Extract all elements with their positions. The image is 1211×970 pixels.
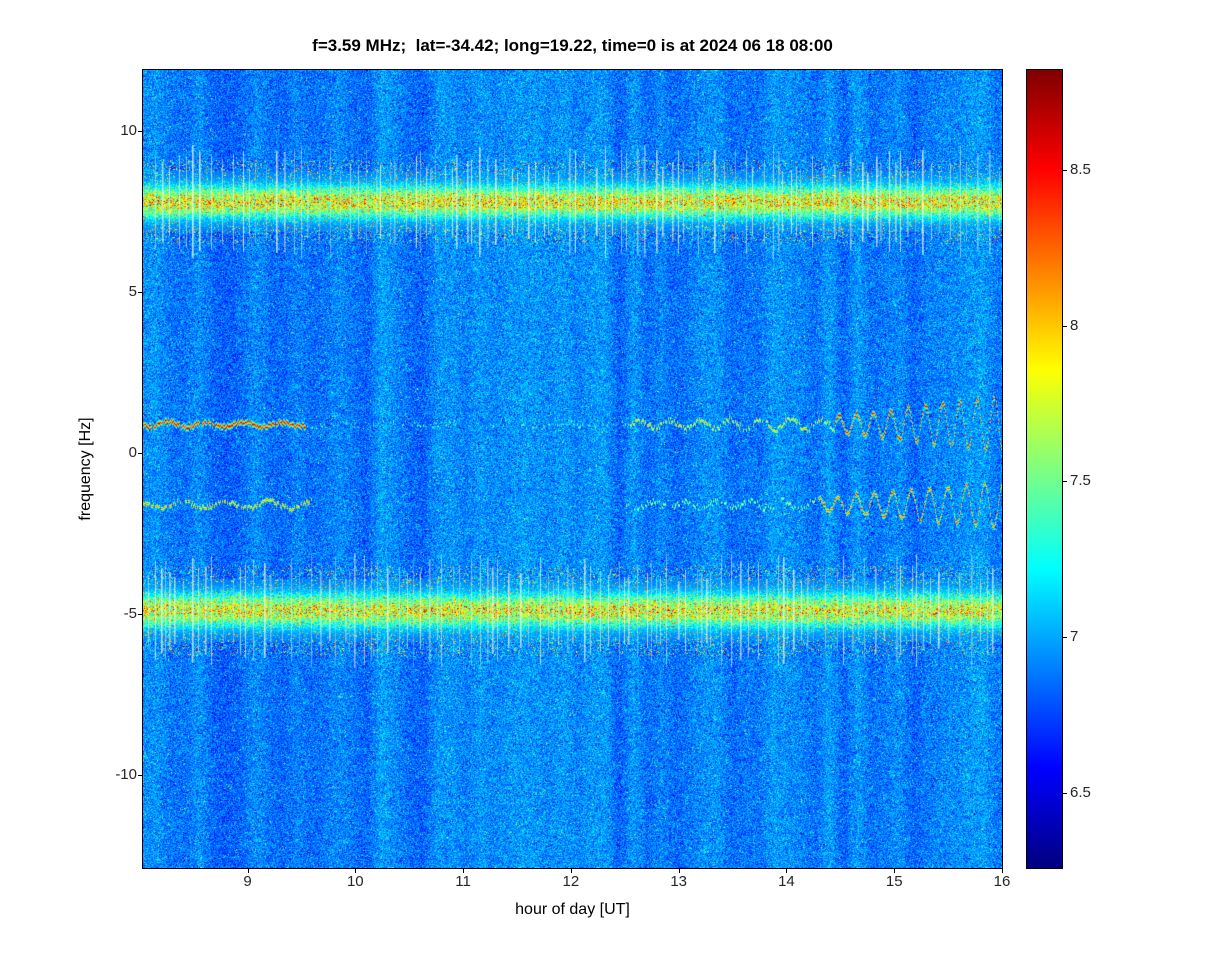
colorbar-tick-mark [1063, 170, 1067, 171]
y-tick-mark [138, 775, 142, 776]
x-tick-mark [679, 869, 680, 873]
x-tick-label: 11 [455, 873, 471, 890]
x-axis-label: hour of day [UT] [515, 901, 630, 918]
colorbar-tick-label: 8.5 [1070, 160, 1091, 178]
x-tick-label: 14 [778, 873, 795, 890]
y-axis-label: frequency [Hz] [77, 417, 94, 521]
y-tick-mark [138, 131, 142, 132]
y-tick-mark [138, 292, 142, 293]
spectrogram-canvas [143, 70, 1002, 868]
y-tick-label: 5 [128, 283, 137, 301]
y-tick-label: -10 [115, 765, 137, 783]
x-tick-mark [355, 869, 356, 873]
colorbar-tick-mark [1063, 326, 1067, 327]
x-tick-mark [571, 869, 572, 873]
x-tick-mark [894, 869, 895, 873]
colorbar-canvas [1027, 70, 1062, 868]
x-tick-label: 9 [243, 873, 252, 890]
x-tick-label: 13 [670, 873, 687, 890]
colorbar-tick-mark [1063, 793, 1067, 794]
x-tick-mark [463, 869, 464, 873]
colorbar-tick-label: 8 [1070, 316, 1079, 334]
colorbar-tick-mark [1063, 637, 1067, 638]
x-tick-mark [248, 869, 249, 873]
chart-title: f=3.59 MHz; lat=-34.42; long=19.22, time… [312, 36, 833, 55]
colorbar [1026, 69, 1063, 869]
x-tick-label: 15 [885, 873, 903, 890]
y-tick-label: 10 [120, 122, 137, 140]
colorbar-tick-label: 7 [1070, 628, 1079, 646]
x-tick-mark [786, 869, 787, 873]
x-tick-mark [1002, 869, 1003, 873]
y-tick-mark [138, 453, 142, 454]
x-tick-label: 10 [346, 873, 364, 890]
x-tick-label: 12 [562, 873, 580, 890]
colorbar-tick-mark [1063, 481, 1067, 482]
y-tick-label: 0 [128, 443, 137, 461]
spectrogram-plot [142, 69, 1003, 869]
x-tick-label: 16 [993, 873, 1011, 890]
colorbar-tick-label: 7.5 [1070, 472, 1091, 490]
colorbar-tick-label: 6.5 [1070, 784, 1091, 802]
y-tick-mark [138, 614, 142, 615]
y-tick-label: -5 [123, 604, 137, 622]
